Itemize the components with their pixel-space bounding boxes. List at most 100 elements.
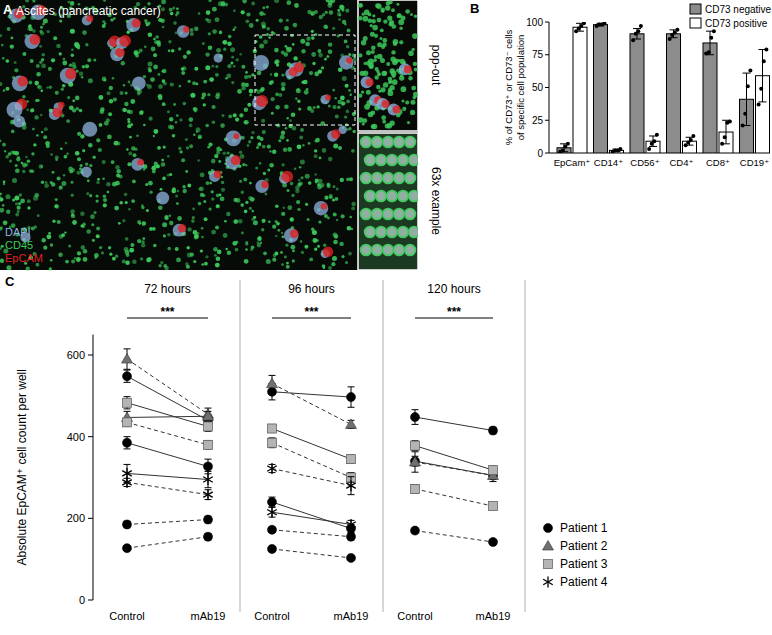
cell — [405, 173, 416, 184]
cell — [207, 146, 210, 149]
epcam-cell — [137, 159, 144, 166]
data-point — [709, 36, 713, 40]
label-column — [418, 0, 452, 270]
cell — [271, 112, 274, 115]
cell — [36, 72, 41, 77]
cell — [266, 5, 269, 8]
cell — [190, 28, 194, 32]
cell — [317, 185, 322, 190]
cell — [0, 259, 4, 263]
cell — [152, 227, 156, 231]
cell — [205, 65, 210, 70]
epcam-cell — [404, 65, 412, 73]
image-panel: pop-out63x exampleAAscites (pancreatic c… — [0, 0, 452, 271]
cell — [295, 97, 297, 99]
marker-asterisk — [346, 480, 356, 491]
cell — [233, 28, 236, 31]
cell — [370, 32, 375, 37]
error-cap — [269, 391, 276, 392]
cell — [149, 117, 153, 121]
cell — [410, 110, 415, 115]
cell — [242, 163, 245, 166]
marker-circle — [268, 544, 277, 553]
error-cap — [124, 348, 131, 349]
cell — [252, 210, 255, 213]
cell — [142, 221, 147, 226]
cell — [383, 71, 387, 75]
cell — [385, 5, 390, 10]
data-point — [582, 22, 586, 25]
cell — [230, 62, 233, 65]
marker-shape — [543, 579, 553, 585]
cell — [376, 85, 380, 89]
marker-circle — [204, 515, 213, 524]
cell — [365, 227, 376, 238]
cell — [215, 17, 220, 22]
cell — [44, 183, 49, 188]
cell — [318, 49, 322, 53]
data-point — [712, 29, 716, 33]
cell — [263, 39, 268, 44]
cell — [103, 203, 107, 207]
marker-circle — [489, 426, 498, 435]
marker-circle — [347, 393, 356, 402]
cell — [0, 193, 2, 196]
cell — [408, 76, 412, 80]
bar — [703, 43, 717, 153]
cell — [233, 65, 236, 68]
cell — [263, 251, 267, 255]
series-line — [127, 422, 208, 444]
cell — [311, 30, 314, 33]
marker-shape — [122, 480, 132, 486]
cell — [347, 227, 350, 230]
cell — [249, 182, 252, 185]
cell — [41, 90, 44, 93]
cell — [405, 9, 410, 14]
epcam-cell — [178, 224, 186, 232]
cell — [248, 196, 252, 200]
error-cap — [205, 487, 212, 488]
cell — [77, 47, 80, 50]
cell — [247, 103, 251, 107]
marker-asterisk — [543, 577, 553, 588]
error-cap — [348, 407, 355, 408]
cell — [236, 241, 239, 244]
series-line — [272, 469, 351, 486]
cell — [291, 194, 294, 197]
cell — [220, 196, 225, 201]
inset-label: 63x example — [429, 167, 443, 235]
cell — [342, 76, 347, 81]
figure: pop-out63x exampleAAscites (pancreatic c… — [0, 0, 772, 635]
cell — [172, 134, 176, 138]
cell — [149, 191, 152, 194]
cell — [153, 135, 155, 137]
cell — [9, 160, 12, 163]
cell — [286, 19, 289, 22]
marker-shape — [268, 525, 277, 534]
cell — [175, 14, 178, 17]
cell — [77, 251, 81, 255]
cell — [55, 159, 58, 162]
cell — [200, 249, 203, 252]
cell — [143, 75, 146, 78]
cell — [162, 69, 167, 74]
cell — [153, 54, 156, 57]
cell — [209, 182, 212, 185]
cell — [192, 216, 195, 219]
cell — [15, 202, 18, 205]
cell — [259, 162, 262, 165]
marker-shape — [203, 492, 213, 498]
cell — [201, 96, 204, 99]
bar — [573, 27, 587, 153]
cell — [399, 27, 402, 30]
cell — [71, 213, 74, 216]
cell — [376, 227, 387, 238]
cell — [118, 222, 121, 225]
error-bar — [124, 437, 131, 449]
cell — [211, 190, 214, 193]
cell — [310, 11, 315, 16]
cell — [328, 157, 333, 162]
epcam-cell — [290, 229, 299, 238]
cell — [55, 204, 60, 209]
cell — [333, 144, 338, 149]
